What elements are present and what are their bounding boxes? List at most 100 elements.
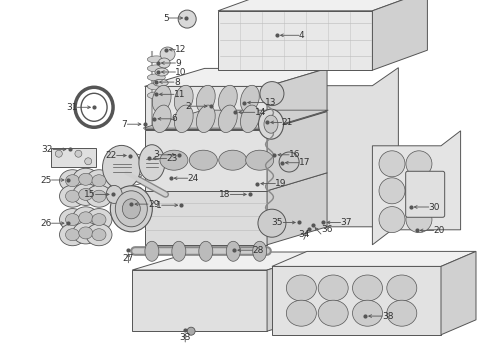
Text: 38: 38 [382,312,393,321]
Text: 33: 33 [179,333,191,342]
Ellipse shape [147,65,165,72]
Ellipse shape [79,173,93,185]
Ellipse shape [241,85,259,113]
Polygon shape [132,252,327,270]
Text: 1: 1 [156,201,162,210]
Ellipse shape [73,222,99,244]
Ellipse shape [379,178,405,204]
Ellipse shape [387,300,417,326]
Ellipse shape [379,151,405,177]
Text: 31: 31 [66,103,77,112]
Ellipse shape [92,175,106,187]
Ellipse shape [219,150,247,170]
Text: 3: 3 [153,150,159,159]
Ellipse shape [264,115,278,133]
Polygon shape [145,68,327,86]
Text: 25: 25 [40,176,51,185]
Text: 16: 16 [289,150,300,159]
Ellipse shape [66,213,79,226]
Text: 24: 24 [188,174,199,183]
Polygon shape [218,0,427,11]
Ellipse shape [66,190,79,202]
Ellipse shape [85,158,92,165]
Text: 32: 32 [42,145,53,154]
Ellipse shape [174,105,193,132]
Polygon shape [145,130,267,191]
Ellipse shape [73,183,99,206]
Text: 6: 6 [172,114,177,123]
Polygon shape [143,110,328,128]
Text: 14: 14 [255,108,266,117]
Polygon shape [51,148,96,167]
Ellipse shape [79,212,93,224]
Polygon shape [272,251,476,266]
Text: 12: 12 [175,45,187,54]
Text: 7: 7 [122,120,127,129]
Polygon shape [145,191,267,245]
Ellipse shape [152,85,171,113]
Ellipse shape [189,150,218,170]
Text: 23: 23 [167,154,178,163]
Ellipse shape [318,275,348,301]
Text: 13: 13 [265,98,276,107]
Polygon shape [145,173,327,191]
Ellipse shape [122,199,140,219]
Ellipse shape [75,150,82,157]
Ellipse shape [59,224,86,246]
Ellipse shape [406,207,432,233]
Polygon shape [267,173,327,245]
Ellipse shape [187,327,195,335]
Text: 4: 4 [299,31,304,40]
Ellipse shape [160,150,188,170]
Ellipse shape [86,170,112,192]
Ellipse shape [258,109,284,139]
Ellipse shape [59,170,86,192]
Text: 2: 2 [186,102,191,111]
Ellipse shape [174,85,193,113]
Text: 26: 26 [40,219,51,228]
Text: 17: 17 [299,158,310,167]
Ellipse shape [245,150,274,170]
Ellipse shape [66,175,79,187]
Ellipse shape [279,152,299,172]
Polygon shape [267,68,327,129]
Ellipse shape [199,241,213,261]
Text: 30: 30 [429,202,440,211]
Ellipse shape [241,105,259,132]
Ellipse shape [92,190,106,202]
Ellipse shape [79,188,93,201]
Text: 34: 34 [298,230,310,239]
Ellipse shape [153,79,168,86]
Ellipse shape [147,92,165,99]
Text: 18: 18 [219,190,230,199]
Polygon shape [267,112,327,191]
Ellipse shape [352,300,383,326]
Text: 20: 20 [434,226,445,235]
Ellipse shape [253,241,267,261]
Ellipse shape [139,145,165,181]
Text: 8: 8 [174,78,180,87]
Polygon shape [372,0,427,70]
Ellipse shape [258,209,286,237]
Ellipse shape [352,275,383,301]
Ellipse shape [147,74,165,81]
Ellipse shape [219,105,237,132]
Ellipse shape [73,168,99,190]
Ellipse shape [86,185,112,207]
Text: 10: 10 [175,68,187,77]
Text: 21: 21 [282,118,293,127]
Polygon shape [218,11,372,70]
Ellipse shape [79,227,93,239]
Text: 9: 9 [175,59,181,68]
Ellipse shape [92,213,106,226]
Text: 29: 29 [148,199,159,209]
Ellipse shape [152,105,171,132]
Ellipse shape [387,275,417,301]
Ellipse shape [106,185,122,203]
Ellipse shape [196,85,215,113]
Ellipse shape [226,241,240,261]
Text: 22: 22 [105,151,117,160]
Ellipse shape [110,186,152,232]
Ellipse shape [260,82,284,105]
Ellipse shape [196,105,215,132]
